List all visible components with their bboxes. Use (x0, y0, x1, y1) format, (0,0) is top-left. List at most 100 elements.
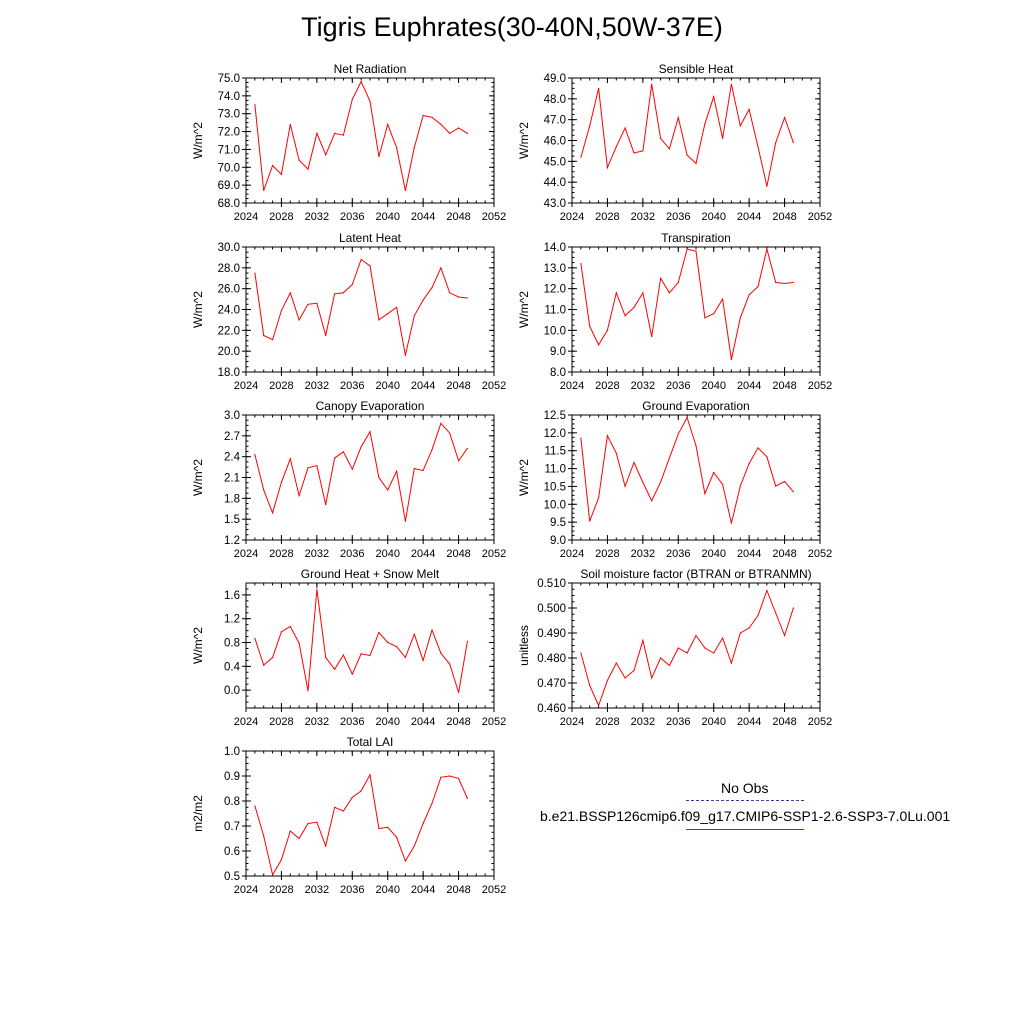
y-axis-label: W/m^2 (517, 291, 531, 328)
data-point (580, 652, 582, 654)
data-point (351, 283, 353, 286)
data-point (449, 663, 451, 665)
data-point (775, 612, 777, 614)
panel-5: 2024 2028 2032 2036 2040 2044 2048 2052 9.0 9.5 10… (517, 399, 832, 560)
data-point (378, 319, 380, 321)
x-tick-label: 2024 (234, 211, 258, 223)
data-point (369, 100, 371, 102)
y-tick-label: 1.8 (224, 493, 240, 505)
panel-1: 2024 2028 2032 2036 2040 2044 2048 2052 43.0 44.0… (517, 62, 832, 223)
x-tick-label: 2024 (234, 548, 258, 560)
y-tick-label: 22.0 (218, 325, 240, 337)
panel-3: 2024 2028 2032 2036 2040 2044 2048 2052 8.0 9.0 10… (517, 231, 832, 392)
data-point (280, 859, 283, 861)
y-tick-label: 73.0 (218, 109, 240, 121)
x-tick-label: 2036 (340, 380, 364, 392)
panel-2: 2024 2028 2032 2036 2040 2044 2048 2052 18.0 20.0… (191, 231, 506, 392)
data-point (597, 704, 600, 707)
data-point (597, 87, 600, 90)
panel-6: 2024 2028 2032 2036 2040 2044 2048 2052 0.0 0.4 0.… (191, 567, 506, 728)
data-point (369, 655, 371, 657)
y-tick-label: 11.5 (544, 446, 566, 458)
data-point (457, 777, 460, 780)
data-point (440, 422, 442, 424)
data-point (651, 335, 653, 338)
x-tick-label: 2052 (808, 380, 832, 392)
panel-title: Canopy Evaporation (316, 399, 425, 413)
data-point (387, 641, 389, 644)
y-tick-label: 2.7 (224, 431, 240, 443)
panel-title: Transpiration (661, 231, 731, 245)
data-point (624, 485, 626, 488)
panel-title: Total LAI (347, 735, 394, 749)
data-point (713, 471, 715, 474)
data-point (404, 189, 407, 192)
y-tick-label: 3.0 (224, 410, 240, 422)
data-point (730, 358, 733, 361)
data-point (395, 646, 398, 648)
data-point (792, 607, 795, 609)
data-point (404, 354, 407, 356)
y-axis-label: W/m^2 (191, 291, 205, 328)
data-point (677, 116, 679, 119)
x-tick-label: 2032 (631, 548, 655, 560)
x-tick-label: 2024 (234, 380, 258, 392)
y-tick-label: 9.0 (550, 535, 566, 547)
data-point (263, 835, 265, 837)
y-tick-label: 47.0 (544, 115, 566, 127)
y-tick-label: 1.6 (224, 590, 240, 602)
data-point (351, 673, 353, 675)
x-tick-label: 2028 (595, 211, 619, 223)
data-point (606, 329, 609, 331)
x-tick-label: 2040 (375, 211, 399, 223)
y-tick-label: 68.0 (218, 198, 240, 210)
panel-title: Soil moisture factor (BTRAN or BTRANMN) (580, 567, 811, 581)
data-point (404, 520, 407, 522)
data-point (360, 790, 362, 792)
y-tick-label: 1.5 (224, 514, 240, 526)
data-point (748, 108, 750, 110)
data-point (280, 481, 283, 483)
data-point (449, 775, 451, 777)
data-point (659, 481, 662, 483)
data-point (624, 677, 626, 679)
y-tick-label: 0.500 (537, 603, 566, 615)
x-tick-label: 2052 (808, 716, 832, 728)
panel-4: 2024 2028 2032 2036 2040 2044 2048 2052 1.2 1.5 1.… (191, 399, 506, 560)
data-point (325, 154, 327, 156)
x-tick-label: 2032 (305, 884, 329, 896)
data-point (360, 446, 362, 448)
x-tick-label: 2036 (340, 716, 364, 728)
y-tick-label: 2.1 (224, 473, 240, 485)
data-point (783, 480, 786, 483)
x-tick-label: 2036 (666, 716, 690, 728)
data-point (615, 452, 617, 454)
data-point (413, 147, 415, 149)
data-point (254, 272, 256, 274)
data-point (333, 806, 336, 808)
data-point (695, 445, 697, 447)
data-point (378, 827, 380, 830)
data-point (342, 134, 345, 136)
data-point (387, 826, 389, 828)
y-tick-label: 72.0 (218, 127, 240, 139)
data-point (757, 285, 759, 288)
data-point (730, 83, 733, 85)
x-tick-label: 2052 (482, 884, 506, 896)
data-point (378, 476, 380, 479)
data-point (263, 489, 265, 491)
y-tick-label: 8.0 (550, 367, 566, 379)
data-point (387, 313, 389, 315)
x-tick-label: 2036 (340, 884, 364, 896)
data-point (748, 294, 750, 296)
data-point (387, 123, 389, 126)
y-axis-label: W/m^2 (517, 459, 531, 496)
x-tick-label: 2048 (772, 548, 796, 560)
panel-7: 2024 2028 2032 2036 2040 2044 2048 2052 0.460 0.4… (517, 567, 832, 728)
data-point (298, 159, 300, 161)
data-point (695, 250, 697, 252)
y-axis-label: W/m^2 (517, 122, 531, 159)
y-tick-label: 26.0 (218, 284, 240, 296)
data-point (633, 669, 635, 672)
